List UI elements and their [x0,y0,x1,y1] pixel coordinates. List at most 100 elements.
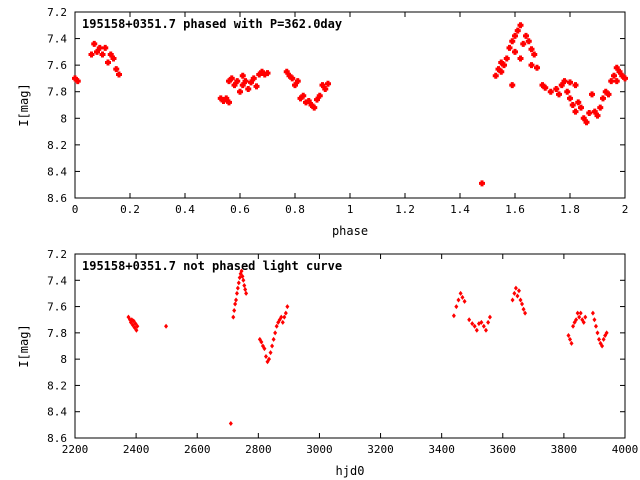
data-point [590,310,595,316]
data-point [516,288,521,294]
data-points [72,22,628,187]
data-point [280,319,285,325]
data-point [578,310,583,316]
data-point [567,79,573,86]
y-tick-label: 8.2 [47,139,67,152]
data-point [553,86,560,93]
data-point [509,38,516,45]
data-point [556,91,562,98]
data-point [231,314,236,320]
data-point [234,290,239,296]
data-point [517,22,524,29]
data-point [542,84,549,91]
data-point [525,38,532,45]
data-point [531,51,538,58]
data-point [601,336,606,342]
data-point [483,327,488,333]
data-point [474,327,479,333]
data-point [509,82,516,89]
data-point [240,273,245,279]
data-point [164,323,169,329]
data-point [608,78,615,85]
data-point [589,91,595,98]
data-point [451,313,456,319]
data-point [88,51,95,58]
data-point [564,88,571,95]
data-point [575,310,580,316]
data-point [300,92,307,99]
data-point [91,40,98,47]
data-point [569,340,574,346]
data-point [262,346,267,352]
data-point [74,78,81,85]
data-point [235,285,240,291]
y-tick-label: 7.2 [47,6,67,19]
data-point [233,301,238,307]
data-point [513,285,518,291]
data-point [520,40,527,47]
data-point [514,27,521,34]
data-point [481,323,486,329]
data-point [113,66,120,73]
y-tick-label: 8.2 [47,379,67,392]
data-point [228,421,233,427]
data-point [232,308,237,314]
y-tick-label: 8 [60,112,67,125]
data-point [241,277,246,283]
x-axis-label: phase [332,224,368,238]
data-point [592,317,597,323]
data-point [506,44,513,51]
data-point [571,323,576,329]
data-point [498,59,505,66]
x-tick-label: 3800 [551,443,578,456]
data-point [259,339,264,345]
data-point [116,71,122,78]
data-point [467,317,472,323]
data-point [236,280,241,286]
data-point [583,314,588,320]
x-tick-label: 1.6 [505,203,525,216]
data-point [285,304,290,310]
x-tick-label: 2600 [184,443,211,456]
data-point [96,44,103,51]
y-tick-label: 7.4 [47,274,67,287]
data-point [264,70,271,77]
data-point [102,44,109,51]
x-tick-label: 3400 [428,443,455,456]
data-point [462,298,467,304]
data-point [586,109,593,116]
data-point [520,301,525,307]
chart-title: 195158+0351.7 phased with P=362.0day [82,17,342,31]
data-point [581,319,586,325]
data-point [279,314,284,320]
data-point [105,59,111,66]
y-axis-label: I[mag] [17,83,31,126]
data-point [99,51,106,58]
x-tick-label: 3200 [367,443,394,456]
data-point [521,306,526,312]
data-point [593,323,598,329]
data-point [523,32,529,39]
data-point [325,80,331,87]
data-point [456,297,461,303]
y-tick-label: 7.4 [47,33,67,46]
data-point [243,286,248,292]
data-point [237,88,243,95]
data-point [498,68,505,75]
data-point [572,108,579,115]
data-point [244,290,249,296]
x-tick-label: 3600 [490,443,517,456]
data-point [250,75,257,82]
y-tick-label: 7.8 [47,327,67,340]
y-tick-label: 8.6 [47,432,67,445]
data-point [234,78,241,85]
data-point [239,268,244,274]
data-point [253,83,260,90]
y-tick-label: 7.6 [47,301,67,314]
x-tick-label: 2200 [62,443,89,456]
data-point [487,314,492,320]
plot-frame [74,253,626,439]
y-tick-label: 8 [60,353,67,366]
data-point [283,310,288,316]
